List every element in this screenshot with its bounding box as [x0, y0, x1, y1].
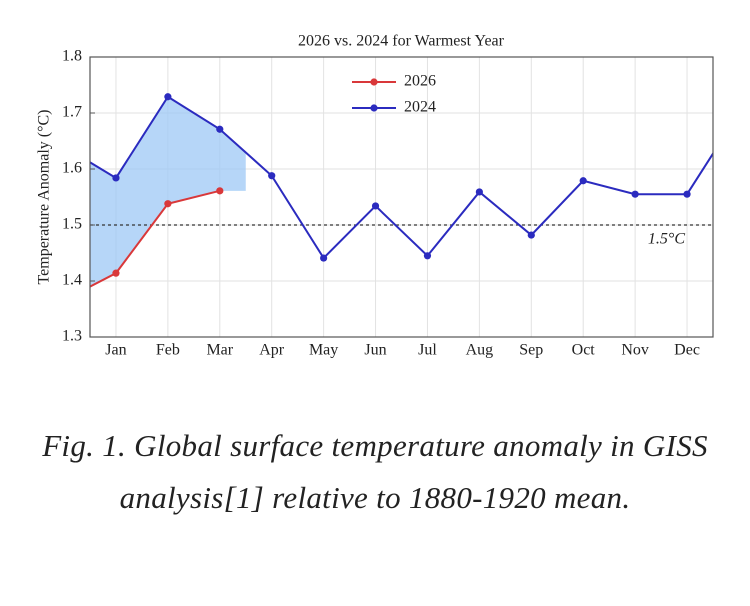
chart: 2026 vs. 2024 for Warmest Year Temperatu… — [36, 33, 742, 359]
series-line — [90, 189, 221, 288]
series-marker — [216, 125, 224, 133]
x-tick-label: May — [309, 342, 338, 359]
figure-caption: Fig. 1. Global surface temperature anoma… — [42, 428, 708, 515]
chart-title: 2026 vs. 2024 for Warmest Year — [298, 33, 505, 50]
y-tick-label: 1.6 — [62, 160, 82, 177]
y-tick-label: 1.7 — [62, 104, 82, 121]
series-marker — [735, 109, 742, 116]
y-axis-label: Temperature Anomaly (°C) — [36, 110, 53, 285]
series-marker — [320, 254, 328, 262]
legend-label: 2026 — [404, 73, 436, 90]
series-marker — [527, 231, 535, 239]
plot-frame — [89, 56, 714, 338]
series-marker — [631, 190, 639, 198]
y-tick-label: 1.4 — [62, 272, 82, 289]
x-tick-label: Feb — [156, 342, 180, 359]
series-line — [90, 95, 713, 260]
y-tick-label: 1.8 — [62, 48, 82, 65]
series-marker — [164, 93, 172, 101]
series-marker — [60, 143, 67, 150]
x-tick-label: Jun — [364, 342, 386, 359]
y-tick-label: 1.3 — [62, 328, 82, 345]
series-marker — [268, 172, 276, 180]
series-marker — [579, 177, 587, 185]
x-tick-label: Sep — [519, 342, 543, 359]
y-tick-label: 1.5 — [62, 216, 82, 233]
series-marker — [216, 187, 224, 195]
series-marker — [371, 202, 380, 210]
x-tick-label: Dec — [674, 342, 700, 359]
legend-marker — [370, 78, 378, 86]
reference-label: 1.5°C — [648, 231, 685, 248]
x-tick-label: Mar — [206, 342, 233, 359]
x-tick-label: Jan — [105, 342, 126, 359]
x-tick-label: Apr — [259, 342, 285, 359]
difference-shade — [90, 96, 246, 287]
x-tick-label: Oct — [572, 342, 596, 359]
series-marker — [683, 190, 691, 198]
series-marker — [60, 296, 67, 303]
x-tick-label: Jul — [418, 342, 437, 359]
legend-marker — [370, 104, 378, 112]
x-tick-label: Nov — [621, 342, 649, 359]
x-tick-label: Aug — [466, 342, 494, 359]
series-marker — [164, 200, 172, 208]
series-marker — [112, 269, 120, 277]
legend-label: 2024 — [404, 99, 436, 116]
series-marker — [475, 188, 483, 196]
series-marker — [423, 252, 432, 260]
series-marker — [112, 174, 120, 182]
